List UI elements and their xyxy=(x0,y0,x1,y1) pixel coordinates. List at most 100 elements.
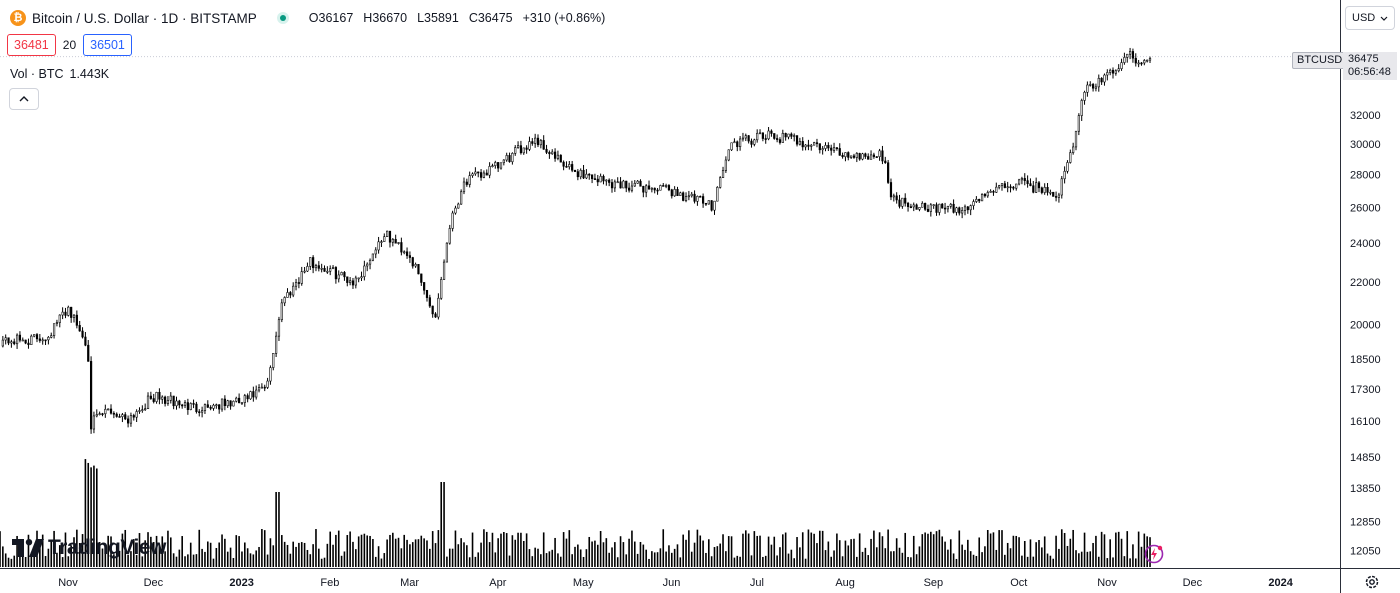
candle-body xyxy=(129,415,133,424)
volume-bar xyxy=(596,544,599,567)
candle-body xyxy=(1143,60,1146,64)
candle-body xyxy=(830,147,833,151)
tradingview-logo[interactable]: TradingView xyxy=(12,536,166,560)
candle-body xyxy=(599,175,602,183)
volume-bar xyxy=(727,536,730,567)
candle-body xyxy=(998,185,1001,188)
volume-bar xyxy=(633,541,636,567)
chart-settings-button[interactable] xyxy=(1362,572,1382,592)
lightning-icon[interactable] xyxy=(1144,544,1164,564)
volume-bar xyxy=(212,558,215,567)
volume-bar xyxy=(224,538,226,567)
volume-bar xyxy=(1095,535,1097,567)
candle-body xyxy=(801,141,804,148)
quote-row: 36481 20 36501 xyxy=(7,34,132,56)
time-tick-label: Apr xyxy=(489,577,506,589)
price-tick-label: 28000 xyxy=(1350,170,1381,182)
volume-bar xyxy=(705,552,707,567)
candle-body xyxy=(562,161,565,167)
volume-bar xyxy=(736,555,739,567)
collapse-legend-button[interactable] xyxy=(9,88,39,110)
volume-bar xyxy=(135,555,138,567)
candle-body xyxy=(568,164,571,168)
volume-bar xyxy=(875,547,878,567)
candle-body xyxy=(935,204,938,213)
currency-select[interactable]: USD xyxy=(1345,6,1395,30)
volume-bar xyxy=(4,553,7,567)
volume-bar xyxy=(873,530,875,567)
candle-body xyxy=(1126,53,1129,58)
volume-bar xyxy=(821,530,824,567)
volume-bar xyxy=(406,539,408,567)
volume-bar xyxy=(858,533,861,567)
candle-body xyxy=(895,195,898,201)
candle-body xyxy=(798,141,801,145)
volume-bar xyxy=(167,530,169,567)
volume-bar xyxy=(380,558,383,567)
candle-body xyxy=(1040,187,1043,193)
candle-body xyxy=(770,130,773,134)
volume-bar xyxy=(725,551,727,567)
candle-body xyxy=(679,192,682,196)
volume-bar xyxy=(169,537,172,567)
volume-bar xyxy=(269,538,272,567)
volume-bar xyxy=(189,542,192,567)
volume-bar xyxy=(289,553,292,567)
candle-body xyxy=(958,207,961,214)
chevron-down-icon xyxy=(1380,16,1388,21)
volume-bar xyxy=(764,555,767,567)
candle-body xyxy=(337,274,340,280)
volume-bar xyxy=(585,549,588,567)
currency-value: USD xyxy=(1352,12,1376,24)
candle-body xyxy=(690,193,693,197)
candle-body xyxy=(904,197,907,204)
volume-bar xyxy=(1032,556,1035,567)
symbol-title[interactable]: Bitcoin / U.S. Dollar · 1D · BITSTAMP xyxy=(32,10,257,26)
volume-bar xyxy=(525,533,528,567)
candle-body xyxy=(226,400,229,407)
volume-bar xyxy=(1083,532,1086,567)
candle-body xyxy=(813,142,816,146)
volume-bar xyxy=(1026,556,1029,567)
volume-bar xyxy=(318,548,320,567)
candle-body xyxy=(710,200,713,211)
volume-bar xyxy=(611,547,613,567)
volume-bar xyxy=(710,556,713,567)
volume-bar xyxy=(454,530,457,567)
volume-bar xyxy=(369,535,371,567)
volume-bar xyxy=(713,547,716,567)
candle-body xyxy=(682,192,685,201)
candle-body xyxy=(633,182,636,187)
candle-body xyxy=(468,175,471,185)
volume-bar xyxy=(648,558,650,567)
volume-bar xyxy=(1092,542,1094,567)
volume-bar xyxy=(246,548,249,567)
volume-bar xyxy=(753,531,756,567)
volume-bar xyxy=(915,554,918,567)
candle-body xyxy=(1106,72,1109,76)
candle-body xyxy=(454,207,457,214)
volume-bar xyxy=(76,529,78,567)
candle-body xyxy=(169,395,172,401)
candle-body xyxy=(457,203,460,209)
volume-bar xyxy=(1106,558,1109,567)
volume-bar xyxy=(33,553,35,567)
volume-bar xyxy=(477,552,480,567)
candle-body xyxy=(405,251,409,256)
volume-bar xyxy=(466,545,468,567)
candle-body xyxy=(929,204,932,212)
volume-bar xyxy=(10,558,13,567)
sell-button[interactable]: 36481 xyxy=(7,34,56,56)
volume-bar xyxy=(670,552,673,567)
volume-bar xyxy=(668,545,670,567)
volume-bar xyxy=(696,529,699,567)
volume-bar xyxy=(98,541,101,567)
buy-button[interactable]: 36501 xyxy=(83,34,132,56)
volume-bar xyxy=(767,536,770,567)
volume-bar xyxy=(58,545,61,567)
volume-bar xyxy=(938,529,941,567)
candle-body xyxy=(397,242,400,244)
candle-body xyxy=(548,152,551,155)
candle-body xyxy=(585,173,588,179)
